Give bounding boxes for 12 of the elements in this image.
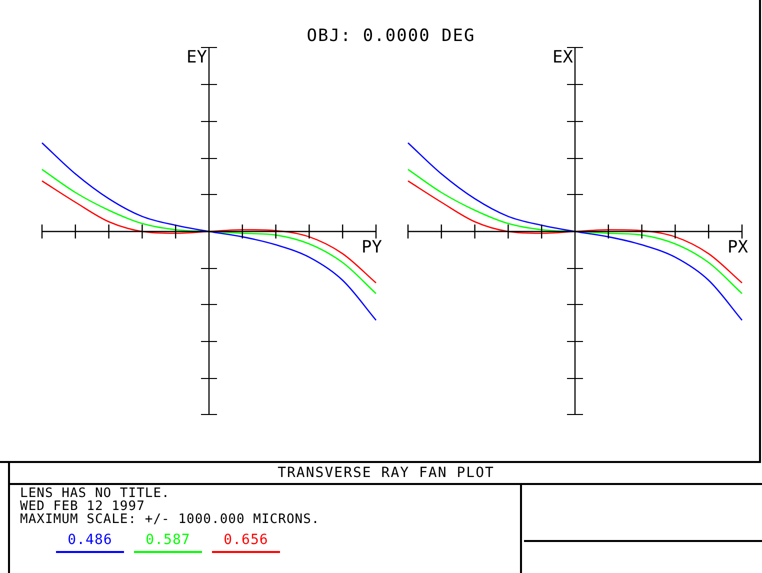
text: TRANSVERSE RAY FAN PLOT	[10, 463, 762, 485]
y-axis-title: EX	[552, 47, 574, 68]
text: 0.656	[212, 532, 280, 553]
text: 0.486	[56, 532, 124, 553]
x-axis-title: PX	[728, 237, 749, 258]
text: LENS HAS NO TITLE.	[20, 486, 171, 501]
text: WED FEB 12 1997	[20, 499, 146, 514]
chart-title: OBJ: 0.0000 DEG	[306, 26, 476, 46]
text: 0.587	[134, 532, 202, 553]
x-axis-title: PY	[362, 237, 382, 258]
text: MAXIMUM SCALE: +/- 1000.000 MICRONS.	[20, 512, 321, 527]
y-axis-title: EY	[186, 47, 207, 68]
